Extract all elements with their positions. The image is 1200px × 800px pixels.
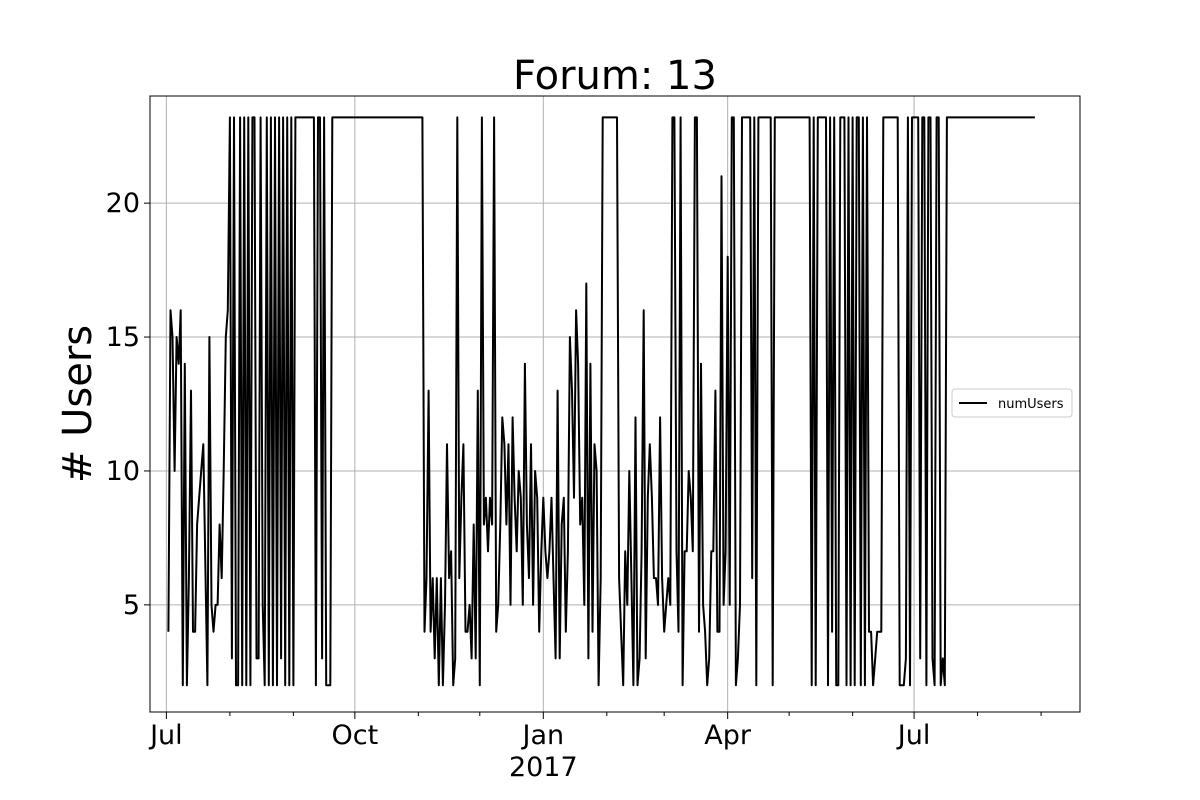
chart-title: Forum: 13 bbox=[513, 53, 717, 99]
x-tick-label-3: Apr bbox=[704, 720, 752, 751]
y-tick-label-10: 10 bbox=[106, 456, 140, 487]
series-line-numUsers bbox=[167, 116, 1035, 687]
x-tick-label-2: Jan bbox=[520, 720, 564, 751]
legend: numUsers bbox=[951, 388, 1073, 418]
series-layer bbox=[167, 116, 1035, 687]
y-tick-label-5: 5 bbox=[123, 590, 140, 621]
legend-label-numUsers: numUsers bbox=[998, 397, 1064, 412]
y-tick-label-20: 20 bbox=[106, 188, 140, 219]
x-tick-label-4: Jul bbox=[896, 720, 931, 751]
plot-frame bbox=[149, 95, 1081, 713]
x-tick-label-1: Oct bbox=[332, 720, 379, 751]
y-axis-label: # Users bbox=[55, 325, 101, 483]
grid-lines bbox=[150, 96, 1080, 712]
y-tick-label-15: 15 bbox=[106, 322, 140, 353]
legend-box bbox=[951, 388, 1073, 418]
x-tick-sublabel-2: 2017 bbox=[509, 752, 578, 783]
x-tick-label-0: Jul bbox=[148, 720, 183, 751]
